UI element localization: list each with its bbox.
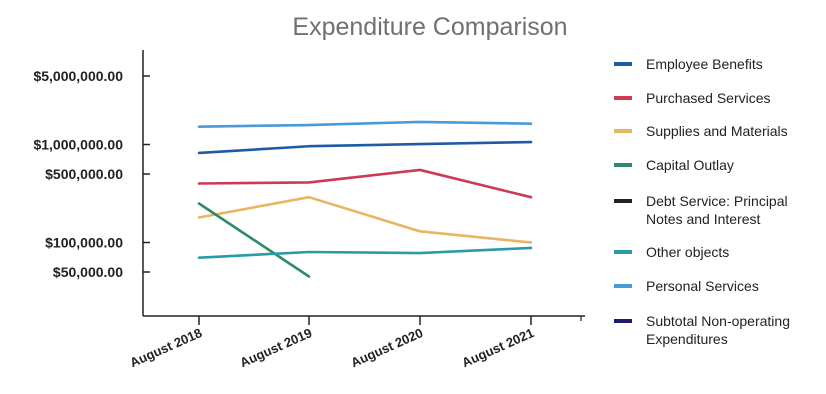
y-tick-label: $500,000.00 [45, 166, 123, 182]
legend-swatch [614, 163, 632, 167]
legend-swatch [614, 250, 632, 254]
series-line-1 [197, 140, 533, 155]
x-tick-label: August 2018 [127, 325, 204, 370]
plot-area [197, 120, 533, 278]
series-line-7 [197, 120, 533, 128]
series-line-3 [197, 195, 533, 244]
axes: $5,000,000.00 $1,000,000.00 $500,000.00 $10… [33, 50, 585, 370]
series-line-2 [197, 168, 533, 199]
legend-label: Purchased Services [646, 90, 771, 106]
series-line-6 [197, 246, 533, 259]
legend: Employee Benefits Purchased Services Suppl… [614, 56, 790, 347]
legend-label: Personal Services [646, 278, 759, 294]
legend-label: Employee Benefits [646, 56, 763, 72]
y-tick-label: $5,000,000.00 [33, 68, 123, 84]
x-tick-label: August 2019 [237, 325, 314, 370]
y-tick-label: $50,000.00 [53, 264, 123, 280]
legend-swatch [614, 199, 632, 203]
chart-title: Expenditure Comparison [292, 13, 567, 41]
series-line-4 [197, 202, 311, 278]
legend-label: Supplies and Materials [646, 123, 788, 139]
legend-swatch [614, 284, 632, 288]
x-tick-label: August 2020 [348, 325, 425, 370]
x-tick-label: August 2021 [459, 325, 536, 370]
y-tick-label: $1,000,000.00 [33, 136, 123, 152]
legend-swatch [614, 319, 632, 323]
y-tick-label: $100,000.00 [45, 234, 123, 250]
legend-label: Capital Outlay [646, 157, 734, 173]
legend-label: Subtotal Non-operating Expenditures [646, 313, 790, 347]
legend-label: Debt Service: Principal Notes and Interes… [646, 193, 788, 227]
legend-swatch [614, 96, 632, 100]
legend-swatch [614, 129, 632, 133]
legend-swatch [614, 62, 632, 66]
legend-label: Other objects [646, 244, 729, 260]
